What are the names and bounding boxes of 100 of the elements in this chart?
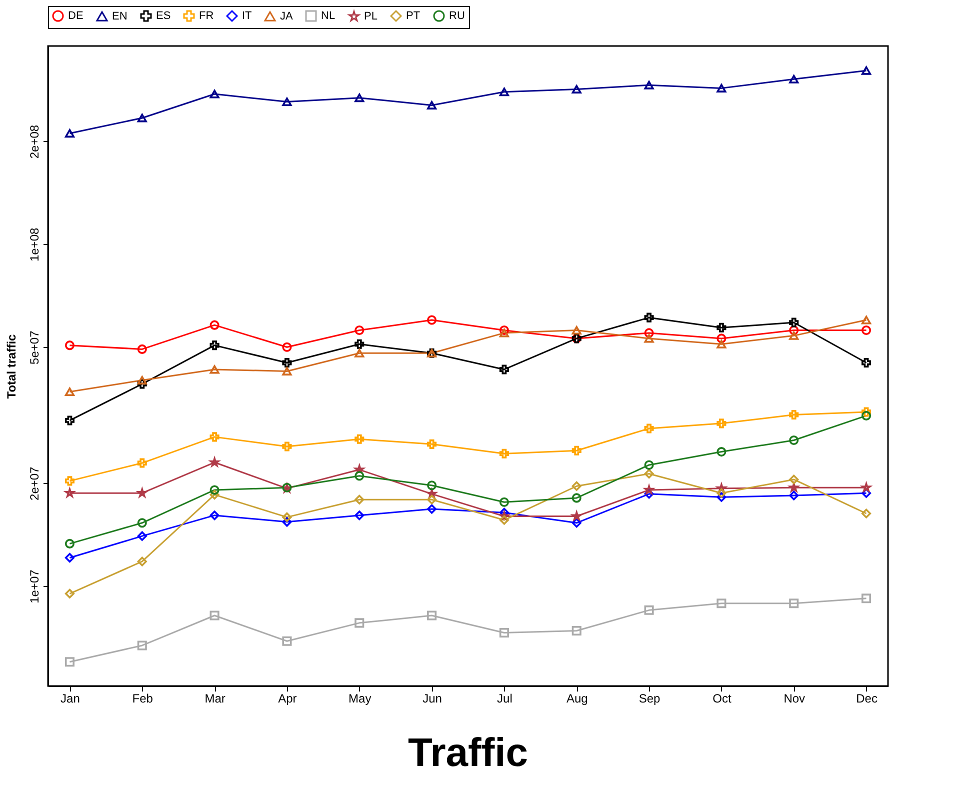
point — [716, 340, 726, 348]
point — [716, 447, 726, 457]
x-tick-label: Feb — [132, 692, 154, 706]
x-tick-label: Aug — [566, 692, 588, 706]
point — [210, 510, 220, 520]
point — [862, 358, 872, 368]
point — [354, 471, 364, 481]
point — [862, 508, 872, 518]
point — [210, 365, 220, 374]
y-tick-label: 2e+08 — [28, 124, 42, 159]
point — [862, 407, 872, 417]
point — [64, 552, 74, 563]
y-tick-label: 1e+08 — [28, 228, 42, 262]
point — [427, 100, 437, 110]
point — [789, 318, 799, 328]
point — [64, 657, 74, 667]
x-tick-label: Apr — [278, 692, 297, 706]
point — [644, 328, 654, 338]
point — [499, 628, 509, 638]
point — [137, 640, 147, 650]
point — [572, 481, 582, 491]
x-tick-label: Sep — [638, 692, 661, 706]
point — [282, 636, 292, 646]
point — [862, 326, 872, 336]
point — [210, 320, 220, 330]
point — [789, 474, 799, 484]
x-tick-label: Mar — [204, 692, 226, 706]
legend-label: JA — [280, 10, 294, 22]
point — [572, 626, 582, 636]
point — [862, 488, 872, 498]
point — [862, 594, 872, 604]
x-tick-label: Jan — [60, 692, 80, 706]
point — [210, 340, 220, 350]
point — [789, 74, 799, 84]
point — [64, 416, 74, 426]
point — [64, 538, 74, 548]
text: Traffic — [408, 731, 528, 775]
point — [716, 492, 726, 502]
legend-label: PT — [406, 10, 420, 22]
point — [644, 80, 654, 90]
point — [354, 339, 364, 349]
point — [572, 326, 582, 335]
point — [789, 435, 799, 445]
x-tick-label: Nov — [784, 692, 806, 706]
point — [137, 114, 147, 122]
point — [210, 490, 220, 500]
point — [644, 424, 654, 434]
point — [427, 504, 437, 514]
point — [572, 518, 582, 528]
y-tick-label: 1e+07 — [28, 569, 42, 604]
point — [644, 605, 654, 615]
point — [210, 90, 220, 98]
point — [427, 480, 437, 490]
point — [716, 488, 726, 498]
point — [282, 512, 292, 522]
point — [499, 364, 509, 374]
point — [282, 442, 292, 452]
point — [862, 410, 872, 420]
point — [789, 410, 799, 420]
x-tick-label: Dec — [856, 692, 878, 706]
point — [64, 588, 74, 598]
point — [64, 340, 74, 350]
point — [644, 469, 654, 479]
legend-label: EN — [112, 10, 128, 22]
point — [210, 610, 220, 620]
point — [427, 610, 437, 620]
point — [862, 66, 872, 75]
point — [137, 531, 147, 541]
legend-label: PL — [364, 10, 378, 22]
x-tick-label: May — [348, 692, 372, 706]
legend-label: FR — [199, 10, 214, 22]
point — [499, 88, 509, 96]
point — [427, 439, 437, 449]
point — [210, 432, 220, 442]
point — [716, 84, 726, 92]
y-tick-label: 5e+07 — [28, 330, 42, 364]
point — [137, 518, 147, 528]
point — [572, 84, 582, 94]
point — [282, 342, 292, 352]
point — [354, 348, 364, 358]
point — [789, 331, 799, 340]
point — [64, 388, 74, 396]
point — [716, 334, 726, 344]
point — [354, 494, 364, 504]
point — [137, 344, 147, 354]
y-tick-label: 2e+07 — [28, 466, 42, 500]
point — [499, 448, 509, 458]
point — [137, 379, 147, 389]
point — [137, 458, 147, 468]
point — [644, 334, 654, 343]
point — [427, 315, 437, 325]
x-tick-label: Jul — [497, 692, 512, 706]
x-tick-label: Oct — [712, 692, 732, 706]
point — [282, 517, 292, 527]
x-tick-label: Jun — [422, 692, 442, 706]
legend-label: IT — [242, 10, 252, 22]
y-axis-title: Total traffic — [4, 334, 18, 399]
point — [862, 316, 872, 324]
point — [572, 446, 582, 456]
point — [137, 556, 147, 566]
